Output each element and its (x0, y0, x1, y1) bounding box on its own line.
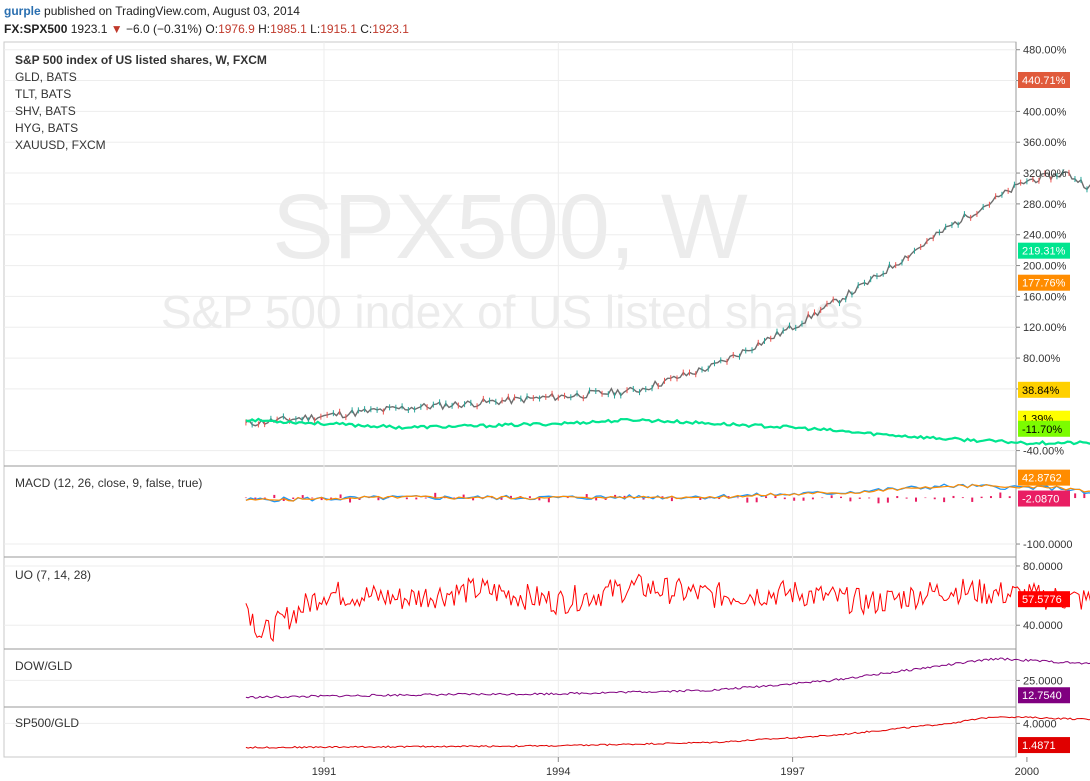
high-label: H: (258, 22, 271, 36)
y-tick-label: 400.00% (1023, 106, 1067, 118)
username-link[interactable]: gurple (4, 4, 41, 18)
value-badge (1018, 274, 1070, 291)
low-value: 1915.1 (320, 22, 357, 36)
y-tick-label: 80.00% (1023, 353, 1061, 365)
value-badge (1018, 71, 1070, 88)
value-badge-label: 42.8762 (1022, 473, 1062, 485)
series-signal[interactable] (245, 479, 1090, 539)
uo-title[interactable]: UO (7, 14, 28) (15, 568, 92, 582)
last-price: 1923.1 (70, 22, 108, 36)
macd-title[interactable]: MACD (12, 26, close, 9, false, true) (15, 476, 203, 490)
value-badge-label: 57.5776 (1022, 594, 1062, 606)
low-label: L: (310, 22, 321, 36)
main-legend: S&P 500 index of US listed shares, W, FX… (15, 52, 267, 154)
sp500gld-title[interactable]: SP500/GLD (15, 716, 80, 730)
y-tick-label: 280.00% (1023, 199, 1067, 211)
value-badge (1018, 737, 1070, 754)
series-baseline[interactable] (245, 408, 1090, 446)
y-tick-label: 320.00% (1023, 168, 1067, 180)
value-badge-label: 1.4871 (1022, 740, 1056, 752)
y-tick-label: 4.0000 (1023, 718, 1057, 730)
y-tick-label: 80.0000 (1023, 561, 1063, 573)
value-badge-label: 38.84% (1022, 385, 1060, 397)
legend-spx500[interactable]: S&P 500 index of US listed shares, W, FX… (15, 53, 267, 67)
value-badge (1018, 420, 1070, 437)
value-badge (1018, 591, 1070, 608)
watermark-symbol: SPX500, W (272, 176, 748, 278)
high-value: 1985.1 (270, 22, 307, 36)
y-tick-label: -100.0000 (1023, 539, 1073, 551)
y-tick-label: 120.00% (1023, 322, 1067, 334)
legend-hyg[interactable]: HYG, BATS (15, 121, 79, 135)
value-badge-label: -2.0870 (1022, 494, 1059, 506)
down-arrow-icon: ▼ (110, 22, 123, 36)
series-spx500[interactable] (245, 80, 1090, 427)
close-value: 1923.1 (372, 22, 409, 36)
value-badge (1018, 469, 1070, 486)
y-tick-label: 40.0000 (1023, 620, 1063, 632)
value-badge (1018, 490, 1070, 507)
value-badge (1018, 687, 1070, 704)
y-tick-label: 25.0000 (1023, 675, 1063, 687)
close-label: C: (360, 22, 373, 36)
series-macd[interactable] (245, 478, 1090, 547)
dowgld-title[interactable]: DOW/GLD (15, 659, 73, 673)
value-badge-label: 219.31% (1022, 246, 1066, 258)
x-tick-label: 1997 (780, 766, 804, 778)
x-tick-label: 2000 (1015, 766, 1039, 778)
value-badge-label: 440.71% (1022, 75, 1066, 87)
x-tick-label: 1991 (312, 766, 336, 778)
y-tick-label: 240.00% (1023, 230, 1067, 242)
value-badge-label: -11.70% (1022, 424, 1062, 436)
x-tick-label: 1994 (546, 766, 570, 778)
symbol-label: FX:SPX500 (4, 22, 68, 36)
y-tick-label: 480.00% (1023, 45, 1067, 57)
series-sp500gld[interactable] (245, 716, 1090, 750)
y-tick-label: 360.00% (1023, 137, 1067, 149)
price-change: −6.0 (−0.31%) (126, 22, 203, 36)
legend-xauusd[interactable]: XAUUSD, FXCM (15, 138, 106, 152)
watermark-description: S&P 500 index of US listed shares (161, 286, 863, 338)
open-value: 1976.9 (218, 22, 255, 36)
y-tick-label: 200.00% (1023, 261, 1067, 273)
series-dowgld[interactable] (245, 657, 1090, 700)
y-tick-label: 160.00% (1023, 291, 1067, 303)
publish-info: published on TradingView.com, August 03,… (44, 4, 300, 18)
legend-tlt[interactable]: TLT, BATS (15, 87, 72, 101)
legend-shv[interactable]: SHV, BATS (15, 104, 76, 118)
y-tick-label: -40.00% (1023, 446, 1064, 458)
value-badge-label: 177.76% (1022, 278, 1066, 290)
series-uo[interactable] (245, 573, 1090, 643)
publish-line: gurple published on TradingView.com, Aug… (4, 4, 300, 18)
value-badge (1018, 242, 1070, 259)
open-label: O: (205, 22, 219, 36)
legend-gld[interactable]: GLD, BATS (15, 70, 77, 84)
value-badge-label: 12.7540 (1022, 690, 1062, 702)
value-badge (1018, 381, 1070, 398)
ohlc-line: FX:SPX500 1923.1 ▼ −6.0 (−0.31%) O:1976.… (4, 22, 409, 36)
